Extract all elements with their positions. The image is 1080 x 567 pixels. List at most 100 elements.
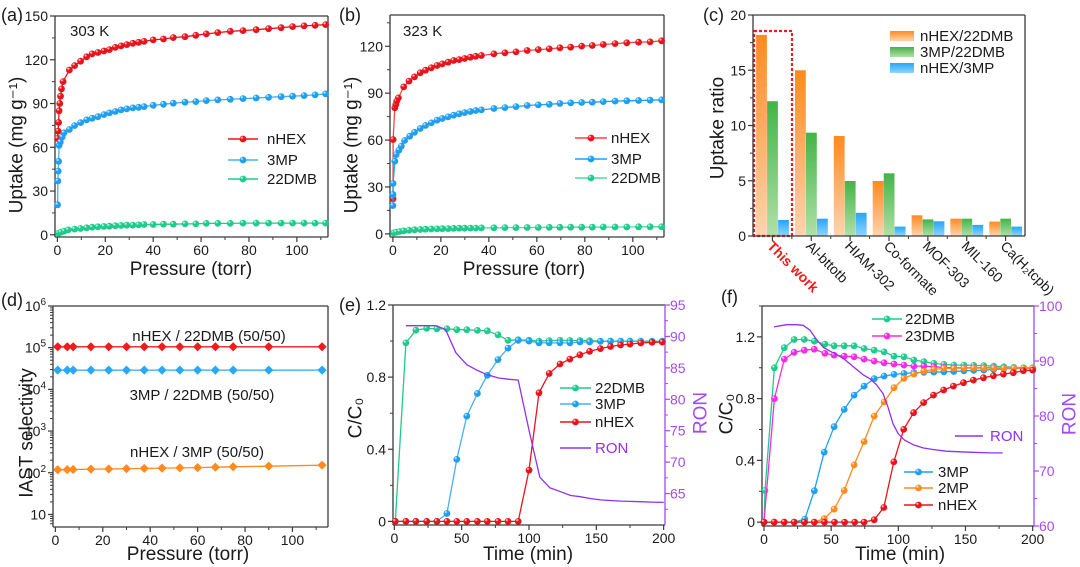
data-point-nhex	[545, 45, 553, 53]
data-point-22dmb	[88, 223, 96, 231]
data-point-nhex-22dmb-50-50	[317, 342, 327, 352]
panel-label: (b)	[339, 5, 361, 25]
data-point-3mp	[900, 370, 908, 377]
x-tick-label: 50	[823, 531, 839, 547]
data-point-nhex	[514, 518, 522, 525]
data-point-22dmb	[140, 221, 148, 228]
data-point-3mp	[226, 95, 234, 103]
data-point-22dmb	[71, 225, 78, 233]
data-point-3mp	[60, 129, 68, 137]
series-line-ron	[773, 324, 1003, 454]
data-point-nhex	[617, 341, 624, 349]
x-axis-title: Pressure (torr)	[130, 259, 252, 280]
bar-co-formate-3mp-22dmb	[883, 173, 895, 236]
data-point-3mp	[135, 103, 143, 111]
y-tick-label-exponent: 4	[40, 380, 46, 391]
data-point-3mp	[252, 94, 260, 102]
data-point-3mp-22dmb-50-50	[210, 365, 220, 375]
data-point-23dmb	[790, 348, 798, 356]
data-point-3mp	[401, 137, 408, 144]
data-point-22dmb	[534, 224, 542, 231]
data-point-nhex	[623, 39, 631, 47]
legend-marker	[587, 174, 595, 182]
bar-hiam-302-nhex-22dmb	[833, 136, 845, 236]
data-point-22dmb	[658, 223, 665, 231]
data-point-3mp	[55, 157, 62, 165]
data-point-3mp	[427, 119, 435, 127]
data-point-nhex	[423, 518, 431, 525]
data-point-nhex	[566, 355, 574, 363]
data-point-22dmb	[478, 224, 485, 232]
x-tick-label: 80	[241, 242, 257, 258]
data-point-nhex	[940, 386, 947, 394]
data-point-22dmb	[416, 226, 424, 233]
data-point-nhex	[800, 518, 808, 526]
legend-swatch	[890, 47, 914, 57]
data-point-3mp	[169, 99, 177, 107]
x-tick-label: 0	[53, 242, 61, 258]
data-point-22dmb	[252, 219, 260, 227]
data-point-nhex	[450, 57, 457, 64]
data-point-3mp	[472, 107, 480, 114]
data-point-nhex	[780, 518, 788, 526]
bar-mil-160-3mp-22dmb	[961, 218, 973, 236]
x-tick-label: 100	[621, 242, 645, 258]
data-point-nhex	[831, 518, 838, 526]
y-tick-label: 102	[25, 464, 47, 481]
x-tick-label: 0	[389, 242, 397, 258]
data-point-3mp	[149, 101, 157, 109]
data-point-nhex	[169, 34, 177, 41]
data-point-nhex	[960, 379, 967, 387]
data-point-22dmb	[501, 224, 509, 232]
data-point-3mp	[391, 157, 399, 165]
data-point-nhex	[504, 518, 512, 525]
data-point-nhex	[181, 33, 189, 41]
data-point-3mp	[850, 391, 858, 399]
legend-label: nHEX	[267, 131, 306, 148]
data-point-3mp-22dmb-50-50	[86, 365, 96, 375]
data-point-3mp	[478, 106, 485, 114]
data-point-2mp	[1000, 364, 1008, 372]
data-point-22dmb	[444, 225, 452, 233]
data-point-nhex-22dmb-50-50	[175, 342, 185, 352]
data-point-22dmb	[556, 223, 564, 231]
x-tick-label: 100	[887, 531, 911, 547]
data-point-3mp	[444, 113, 452, 121]
data-point-nhex-3mp-50-50	[62, 465, 72, 475]
data-point-3mp	[450, 111, 457, 119]
plot-series	[389, 37, 665, 237]
data-point-22dmb	[83, 224, 90, 232]
plot-series	[391, 325, 666, 525]
panel-a: (a) 0 30 60 90 120 150 0 20 40 60 80 100 Uptake (mg g…	[1, 5, 329, 280]
panel-label: (e)	[339, 295, 361, 315]
y-tick-label: 5	[738, 173, 746, 189]
data-point-22dmb	[169, 220, 177, 228]
y2-tick-label: 70	[1039, 463, 1055, 479]
data-point-3mp	[860, 382, 868, 390]
y-axis-title: C/C₀	[717, 394, 738, 435]
data-point-nhex	[599, 41, 607, 48]
data-point-nhex	[214, 29, 222, 36]
y-tick-label-base: 10	[25, 423, 41, 439]
data-point-23dmb	[860, 355, 868, 363]
data-point-nhex	[412, 518, 420, 525]
data-point-22dmb	[523, 224, 531, 231]
data-point-22dmb	[771, 364, 778, 372]
data-point-23dmb	[910, 362, 918, 370]
data-point-3mp	[820, 448, 828, 456]
data-point-nhex-3mp-50-50	[317, 460, 327, 470]
data-point-22dmb	[422, 225, 429, 233]
legend-label: 3MP/22DMB	[920, 44, 1005, 61]
data-point-23dmb	[810, 345, 818, 353]
data-point-23dmb	[890, 360, 898, 368]
legend-label: 3MP	[611, 151, 642, 168]
data-point-nhex	[56, 100, 64, 107]
data-point-3mp	[181, 98, 189, 106]
legend-label: nHEX/22DMB	[920, 28, 1013, 45]
data-point-2mp	[870, 412, 878, 420]
data-point-3mp	[94, 113, 102, 121]
data-point-nhex	[821, 518, 828, 526]
legend-item-nhex: nHEX	[904, 497, 977, 514]
